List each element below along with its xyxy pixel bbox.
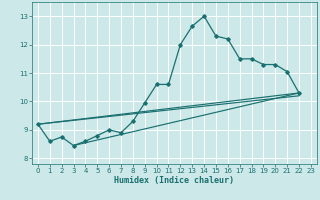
X-axis label: Humidex (Indice chaleur): Humidex (Indice chaleur) <box>115 176 234 185</box>
